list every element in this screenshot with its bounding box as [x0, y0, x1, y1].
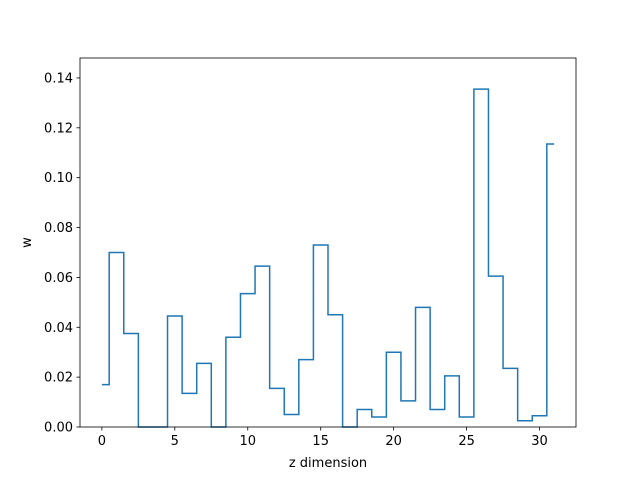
x-tick-label: 5: [171, 434, 179, 449]
x-axis-label: z dimension: [289, 456, 367, 471]
y-tick-label: 0.14: [44, 71, 73, 86]
x-tick-label: 25: [458, 434, 475, 449]
axis-ticks: 0 5 10 15 20 25 30 0.00 0.02 0.04 0.06 0.08 0.10 0.12…: [44, 71, 548, 449]
y-tick-label: 0.12: [44, 121, 73, 136]
axes-frame: [79, 57, 577, 428]
x-tick-label: 10: [239, 434, 256, 449]
x-tick-label: 15: [312, 434, 329, 449]
axes-spines: [79, 57, 577, 428]
y-axis-label: w: [20, 237, 35, 248]
y-tick-label: 0.00: [44, 421, 73, 436]
x-tick-label: 30: [531, 434, 548, 449]
y-tick-label: 0.02: [44, 371, 73, 386]
y-tick-label: 0.10: [44, 171, 73, 186]
y-tick-label: 0.04: [44, 321, 73, 336]
x-tick-label: 0: [98, 434, 106, 449]
series-line-0: [101, 88, 555, 428]
plot-area: [101, 88, 555, 428]
y-tick-label: 0.08: [44, 221, 73, 236]
y-tick-label: 0.06: [44, 271, 73, 286]
x-tick-label: 20: [385, 434, 402, 449]
